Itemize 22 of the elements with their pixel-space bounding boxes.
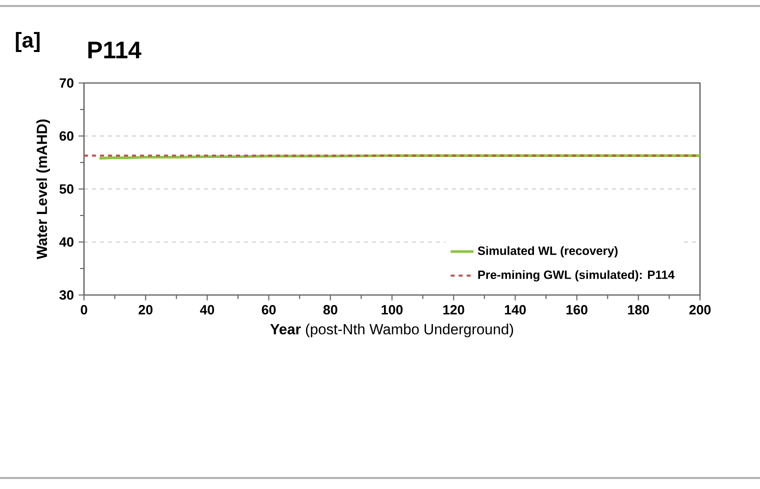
x-tick-label: 200 [689, 305, 711, 314]
x-tick-label: 20 [138, 305, 152, 314]
y-tick-label: 40 [59, 237, 74, 247]
y-tick-label: 70 [60, 78, 74, 88]
x-tick-label: 40 [200, 305, 214, 314]
y-axis-title: Water Level (mAHD) [36, 120, 50, 260]
legend-label: Simulated WL (recovery) [478, 246, 618, 258]
legend-label: Pre-mining GWL (simulated): P114 [478, 270, 675, 282]
chart-title: P114 [88, 42, 142, 58]
y-tick-label: 50 [60, 184, 74, 194]
x-axis-title: Year (post-Nth Wambo Underground) [270, 324, 514, 338]
x-tick-label: 140 [504, 305, 526, 314]
x-tick-label: 80 [323, 305, 338, 314]
y-tick-label: 30 [59, 290, 74, 300]
x-tick-label: 100 [382, 305, 403, 314]
y-tick-label: 60 [60, 131, 74, 141]
x-tick-label: 120 [443, 305, 464, 314]
text: [a] [16, 32, 40, 52]
x-tick-label: 180 [628, 305, 649, 314]
x-tick-label: 0 [80, 305, 88, 314]
x-tick-label: 60 [262, 305, 276, 314]
x-tick-label: 160 [566, 305, 588, 314]
